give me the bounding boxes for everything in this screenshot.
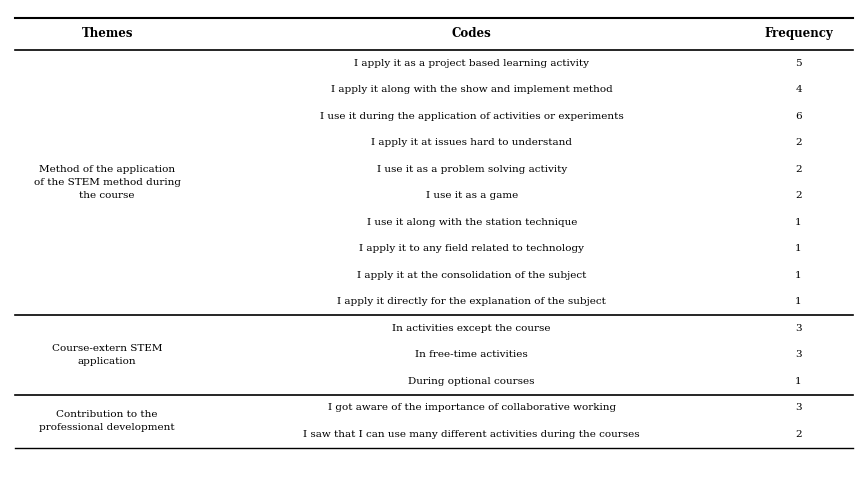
Text: 1: 1 — [795, 244, 802, 253]
Text: Themes: Themes — [82, 28, 133, 41]
Text: 1: 1 — [795, 218, 802, 227]
Text: I apply it at the consolidation of the subject: I apply it at the consolidation of the s… — [357, 271, 587, 280]
Text: 6: 6 — [795, 112, 802, 121]
Text: I apply it along with the show and implement method: I apply it along with the show and imple… — [331, 85, 613, 94]
Text: I use it as a problem solving activity: I use it as a problem solving activity — [377, 165, 567, 174]
Text: 2: 2 — [795, 138, 802, 147]
Text: 2: 2 — [795, 191, 802, 200]
Text: I apply it to any field related to technology: I apply it to any field related to techn… — [359, 244, 584, 253]
Text: 2: 2 — [795, 430, 802, 439]
Text: 4: 4 — [795, 85, 802, 94]
Text: I apply it at issues hard to understand: I apply it at issues hard to understand — [372, 138, 572, 147]
Text: In free-time activities: In free-time activities — [415, 350, 528, 359]
Text: 1: 1 — [795, 297, 802, 306]
Text: 3: 3 — [795, 324, 802, 333]
Text: During optional courses: During optional courses — [409, 377, 535, 386]
Text: I got aware of the importance of collaborative working: I got aware of the importance of collabo… — [327, 403, 615, 412]
Text: Codes: Codes — [452, 28, 491, 41]
Text: I use it along with the station technique: I use it along with the station techniqu… — [366, 218, 577, 227]
Text: 3: 3 — [795, 350, 802, 359]
Text: I apply it as a project based learning activity: I apply it as a project based learning a… — [354, 59, 589, 68]
Text: 2: 2 — [795, 165, 802, 174]
Text: In activities except the course: In activities except the course — [392, 324, 551, 333]
Text: I apply it directly for the explanation of the subject: I apply it directly for the explanation … — [338, 297, 606, 306]
Text: 3: 3 — [795, 403, 802, 412]
Text: 1: 1 — [795, 377, 802, 386]
Text: I use it during the application of activities or experiments: I use it during the application of activ… — [319, 112, 623, 121]
Text: Method of the application
of the STEM method during
the course: Method of the application of the STEM me… — [34, 165, 181, 199]
Text: 1: 1 — [795, 271, 802, 280]
Text: I saw that I can use many different activities during the courses: I saw that I can use many different acti… — [304, 430, 640, 439]
Text: I use it as a game: I use it as a game — [425, 191, 518, 200]
Text: Frequency: Frequency — [764, 28, 833, 41]
Text: Course-extern STEM
application: Course-extern STEM application — [52, 344, 162, 366]
Text: 5: 5 — [795, 59, 802, 68]
Text: Contribution to the
professional development: Contribution to the professional develop… — [39, 410, 175, 432]
